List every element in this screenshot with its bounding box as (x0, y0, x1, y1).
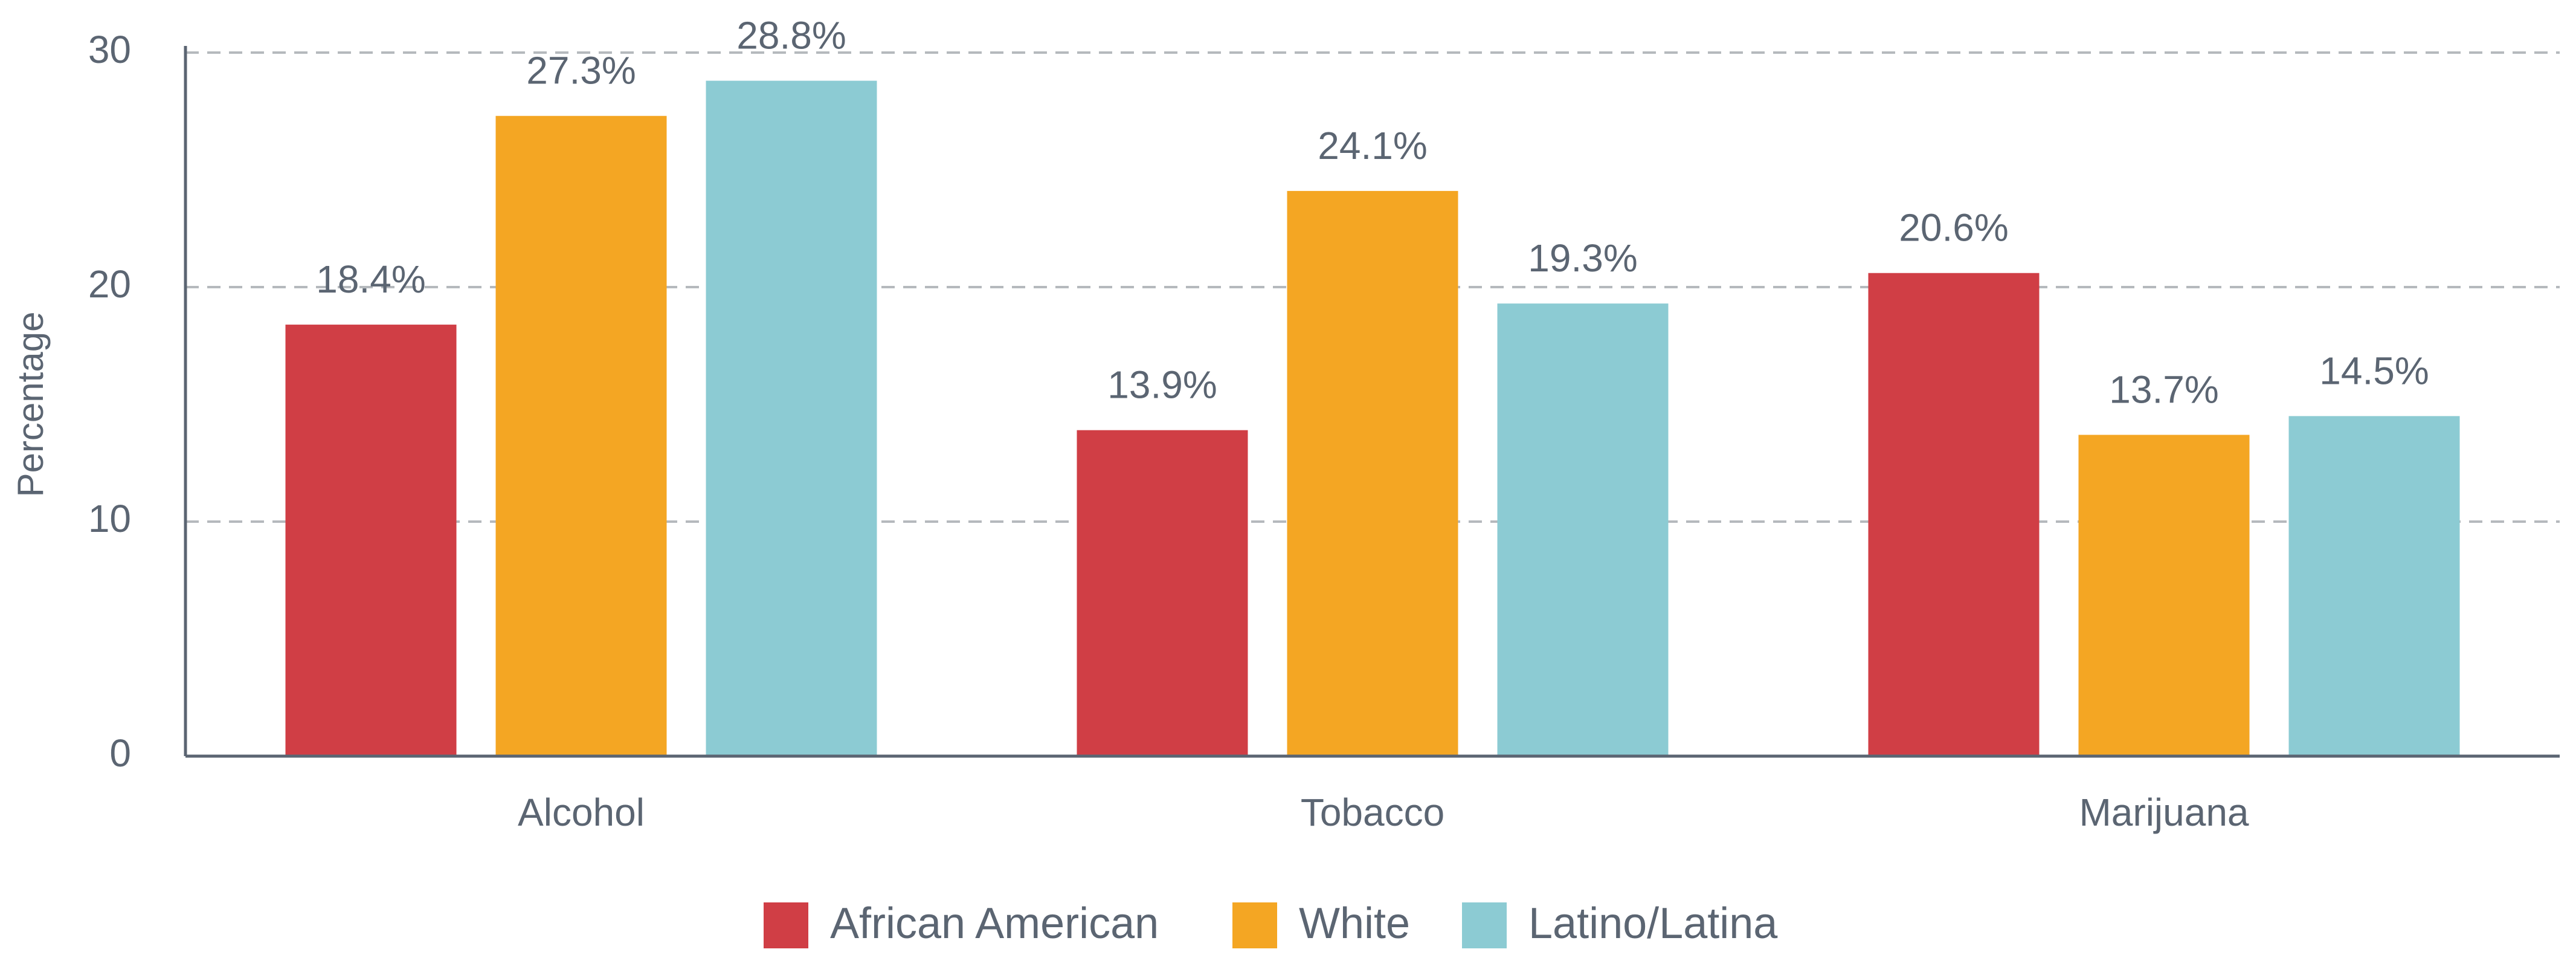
bar (285, 325, 457, 756)
data-label: 14.5% (2319, 349, 2429, 392)
y-tick-label: 30 (88, 28, 131, 71)
bar (1497, 303, 1669, 756)
data-label: 18.4% (316, 257, 425, 301)
bar (1287, 190, 1458, 756)
data-label: 20.6% (1899, 206, 2008, 250)
bar (2078, 435, 2250, 756)
bar (2288, 416, 2460, 756)
x-tick-label: Tobacco (1301, 791, 1444, 834)
legend-label: White (1299, 899, 1410, 948)
legend-swatch (1462, 902, 1507, 948)
x-tick-label: Alcohol (518, 791, 645, 834)
bar (1077, 430, 1248, 756)
x-tick-label: Marijuana (2079, 791, 2249, 834)
data-label: 28.8% (736, 13, 846, 57)
y-axis-label: Percentage (10, 312, 51, 497)
y-tick-label: 10 (88, 497, 131, 540)
legend-swatch (764, 902, 808, 948)
y-tick-label: 0 (109, 731, 131, 775)
data-label: 13.7% (2109, 367, 2218, 411)
bar (706, 80, 877, 756)
data-label: 19.3% (1528, 236, 1637, 280)
y-tick-label: 20 (88, 262, 131, 306)
data-label: 27.3% (526, 49, 636, 92)
bar (495, 115, 667, 756)
bar (1868, 273, 2040, 757)
legend-label: African American (830, 899, 1159, 948)
data-label: 13.9% (1107, 363, 1217, 407)
data-label: 24.1% (1318, 124, 1427, 167)
legend-swatch (1232, 902, 1277, 948)
legend-label: Latino/Latina (1528, 899, 1778, 948)
